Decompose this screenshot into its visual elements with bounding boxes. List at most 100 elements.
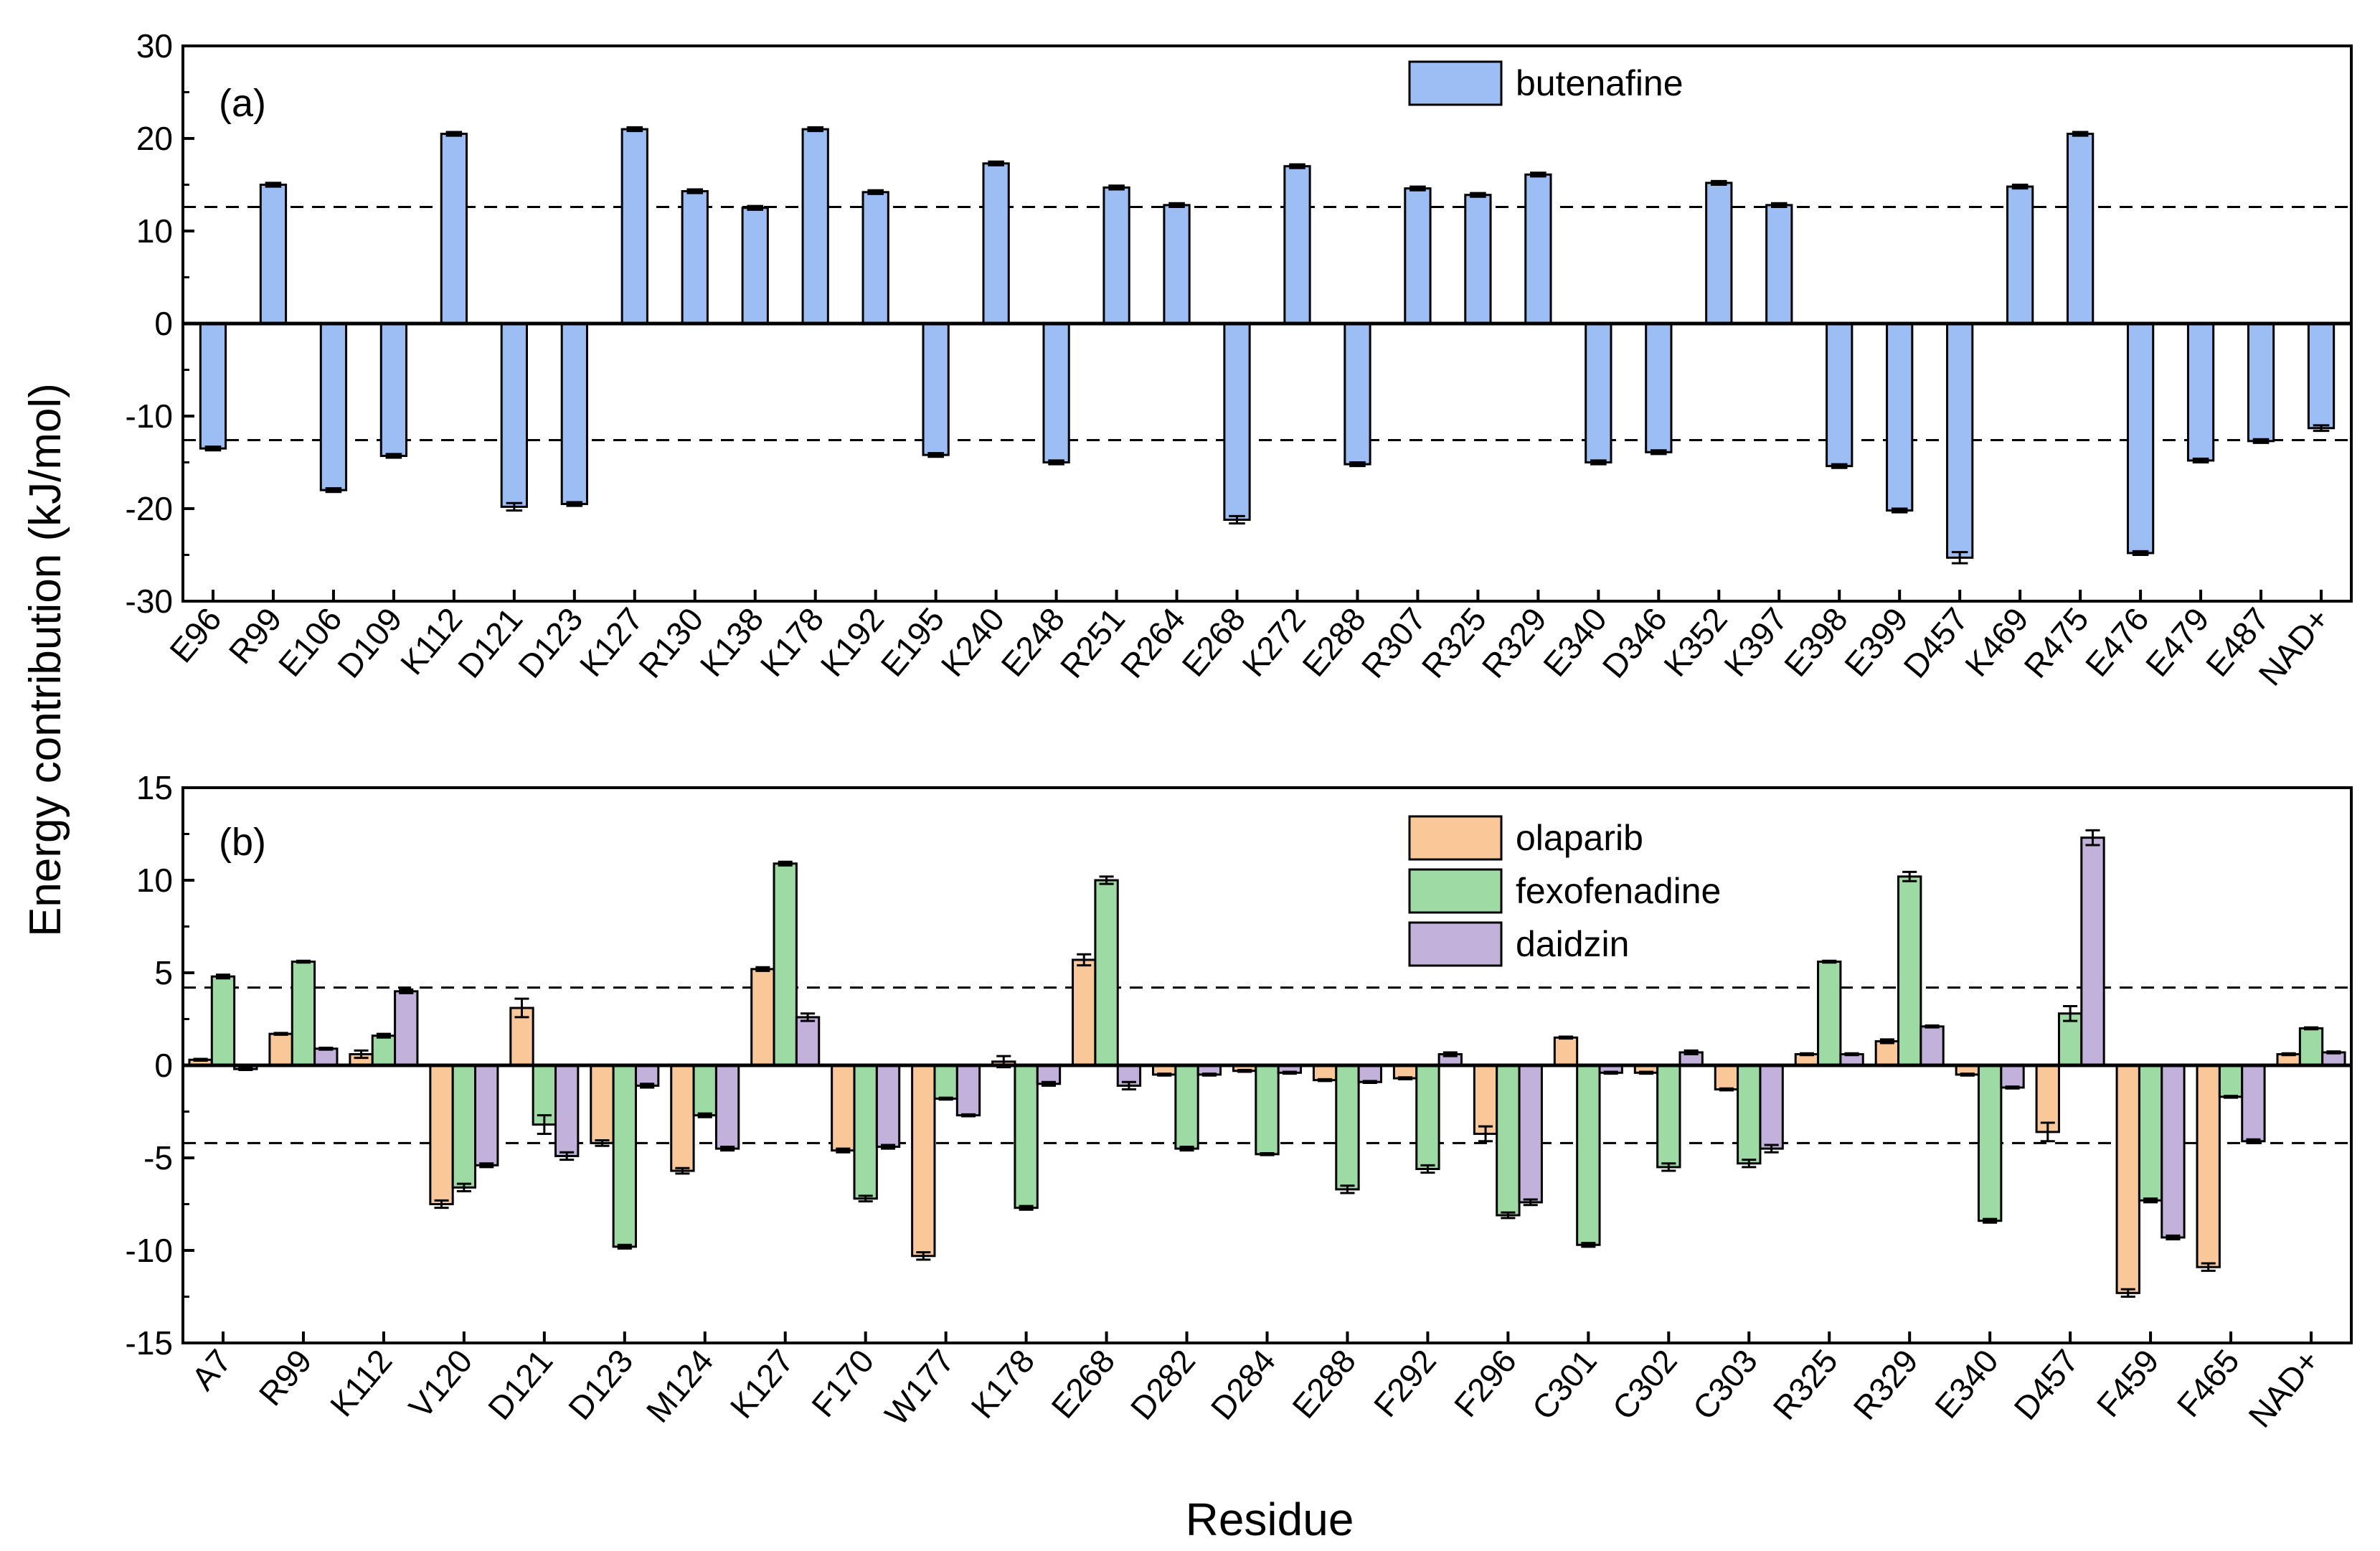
x-tick-label-K112: K112 (323, 1342, 400, 1423)
bar-daidzin-D123 (634, 1064, 660, 1087)
y-tick-label: -10 (126, 1232, 173, 1269)
x-tick-label-M124: M124 (639, 1342, 721, 1430)
x-tick-label-R325: R325 (1765, 1342, 1845, 1427)
bar-fexofenadine-A7 (210, 975, 236, 1067)
bar-fexofenadine-NAD+ (2298, 1027, 2324, 1067)
bar-daidzin-E340 (2000, 1064, 2025, 1089)
x-tick-label-R329: R329 (1846, 1342, 1925, 1427)
bar-butenafine-K138 (741, 207, 769, 325)
bar-fexofenadine-F459 (2138, 1064, 2163, 1202)
x-tick-label-E476: E476 (2078, 600, 2156, 684)
bar-olaparib-R329 (1874, 1040, 1900, 1067)
x-tick-label-K272: K272 (1234, 600, 1313, 684)
bar-daidzin-F296 (1518, 1064, 1543, 1204)
legend-swatch-olaparib (1408, 815, 1503, 861)
bar-fexofenadine-K112 (371, 1034, 397, 1067)
bar-fexofenadine-R329 (1897, 875, 1922, 1067)
x-tick-label-F459: F459 (2089, 1342, 2166, 1424)
bar-fexofenadine-R325 (1817, 961, 1842, 1067)
y-axis-label: Energy contribution (kJ/mol) (21, 383, 70, 937)
bar-butenafine-E476 (2126, 322, 2155, 555)
x-tick-label-K469: K469 (1958, 600, 2036, 684)
x-tick-label-R329: R329 (1475, 600, 1554, 685)
bar-fexofenadine-D284 (1255, 1064, 1280, 1156)
x-tick-label-F292: F292 (1366, 1342, 1443, 1424)
x-tick-label-F465: F465 (2169, 1342, 2246, 1424)
panel-a-chart: -30-20-100102030E96R99E106D109K112D121D1… (126, 27, 2353, 692)
bar-butenafine-K112 (440, 133, 468, 325)
x-tick-label-C302: C302 (1605, 1342, 1684, 1427)
bar-fexofenadine-V120 (451, 1064, 477, 1189)
bar-daidzin-F170 (875, 1064, 901, 1149)
bar-daidzin-M124 (714, 1064, 740, 1150)
bar-olaparib-E268 (1072, 958, 1097, 1067)
bar-fexofenadine-R99 (291, 961, 316, 1067)
legend-label-olaparib: olaparib (1516, 818, 1643, 858)
x-tick-label-E268: E268 (1174, 600, 1252, 684)
x-tick-label-D284: D284 (1204, 1342, 1283, 1427)
x-tick-label-D457: D457 (2006, 1342, 2086, 1427)
x-tick-label-K138: K138 (693, 600, 771, 684)
x-tick-label-K192: K192 (813, 600, 891, 684)
bar-olaparib-C301 (1553, 1036, 1579, 1067)
bar-butenafine-E479 (2186, 322, 2215, 462)
legend-label-butenafine: butenafine (1516, 63, 1684, 103)
x-tick-label-D457: D457 (1896, 600, 1975, 685)
bar-fexofenadine-K178 (1014, 1064, 1039, 1210)
bar-butenafine-E106 (319, 322, 348, 491)
bar-daidzin-D121 (554, 1064, 580, 1157)
y-tick-label: -10 (126, 397, 173, 435)
bar-fexofenadine-D123 (612, 1064, 637, 1248)
x-tick-label-E399: E399 (1837, 600, 1915, 684)
y-tick-label: 10 (136, 212, 173, 250)
bar-olaparib-V120 (429, 1064, 454, 1205)
bar-butenafine-K127 (620, 128, 648, 325)
bar-fexofenadine-F465 (2218, 1064, 2244, 1098)
x-tick-label-R130: R130 (631, 600, 711, 685)
y-tick-label: 15 (136, 769, 173, 806)
x-tick-label-E398: E398 (1777, 600, 1855, 684)
x-tick-label-E268: E268 (1044, 1342, 1122, 1425)
x-tick-label-E195: E195 (873, 600, 951, 684)
bar-butenafine-R329 (1524, 173, 1552, 325)
x-tick-label-D109: D109 (330, 600, 410, 685)
bar-butenafine-R307 (1404, 187, 1432, 325)
bar-fexofenadine-C303 (1737, 1064, 1762, 1165)
x-tick-label-V120: V120 (402, 1342, 480, 1425)
x-tick-label-E479: E479 (2138, 600, 2216, 684)
x-tick-label-F296: F296 (1447, 1342, 1524, 1424)
bar-olaparib-E288 (1312, 1064, 1338, 1082)
bar-butenafine-E399 (1886, 322, 1914, 512)
bar-olaparib-D457 (2035, 1064, 2060, 1133)
x-tick-label-E106: E106 (271, 600, 349, 684)
legend-label-fexofenadine: fexofenadine (1516, 871, 1721, 911)
bar-butenafine-K178 (801, 128, 829, 325)
bar-butenafine-E398 (1826, 322, 1854, 468)
y-tick-label: -5 (143, 1139, 173, 1177)
bar-olaparib-M124 (670, 1064, 695, 1172)
bar-fexofenadine-F292 (1415, 1064, 1440, 1170)
bar-olaparib-C303 (1714, 1064, 1739, 1091)
bar-daidzin-D457 (2080, 836, 2105, 1067)
bar-butenafine-K192 (861, 191, 889, 325)
bar-butenafine-D346 (1645, 322, 1673, 453)
x-tick-label-D282: D282 (1123, 1342, 1203, 1427)
x-tick-label-R99: R99 (252, 1342, 319, 1413)
bar-fexofenadine-E340 (1977, 1064, 2003, 1222)
bar-olaparib-F459 (2115, 1064, 2140, 1294)
legend-swatch-fexofenadine (1408, 868, 1503, 914)
x-tick-label-E288: E288 (1295, 600, 1373, 684)
x-tick-label-E248: E248 (993, 600, 1072, 684)
bar-butenafine-K397 (1765, 204, 1793, 325)
bar-fexofenadine-E288 (1335, 1064, 1360, 1191)
bar-daidzin-E288 (1357, 1064, 1382, 1083)
bar-butenafine-E340 (1585, 322, 1612, 463)
panel-label: (a) (219, 82, 266, 125)
bar-fexofenadine-F170 (853, 1064, 878, 1200)
x-tick-label-E340: E340 (1927, 1342, 2006, 1425)
bar-butenafine-K240 (982, 162, 1010, 325)
bar-fexofenadine-W177 (933, 1064, 958, 1100)
x-tick-label-W177: W177 (877, 1342, 961, 1432)
bar-fexofenadine-C302 (1656, 1064, 1681, 1169)
